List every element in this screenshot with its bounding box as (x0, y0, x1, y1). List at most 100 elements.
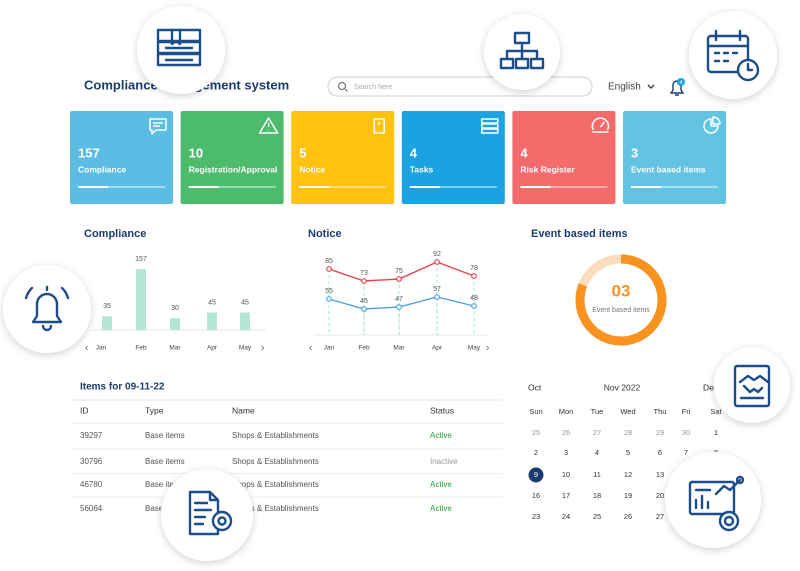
calendar-day[interactable]: 23 (532, 512, 540, 521)
language-select[interactable]: English (608, 82, 641, 93)
card-icon (481, 118, 499, 134)
x-tick-label: Mar (393, 345, 405, 352)
table-title: Items for 09-11-22 (80, 382, 165, 393)
table-header: Status (430, 405, 454, 415)
summary-card[interactable]: 4 Risk Register (512, 111, 616, 204)
bar (170, 318, 180, 330)
search-placeholder: Search here (354, 84, 392, 91)
table-cell: Active (430, 431, 452, 440)
bar (207, 312, 217, 330)
calendar-day[interactable]: 17 (562, 491, 570, 500)
weekday-label: Sun (529, 407, 542, 416)
card-background (401, 111, 505, 204)
table-cell: 56064 (80, 504, 103, 513)
calendar-day[interactable]: 26 (624, 512, 632, 521)
line-point (361, 306, 367, 312)
calendar-day[interactable]: 7 (684, 448, 688, 457)
x-tick-label: Feb (358, 345, 370, 352)
x-tick-label: Jan (96, 345, 107, 352)
card-progress-track (299, 186, 387, 188)
line-point (434, 294, 440, 300)
line-point (396, 304, 402, 310)
document-gear-icon (161, 469, 253, 561)
summary-card[interactable]: 4 Tasks (401, 111, 505, 204)
calendar-day[interactable]: 1 (714, 428, 718, 437)
table-cell: Base items (145, 480, 185, 489)
x-tick-label: May (468, 345, 481, 352)
calendar-day[interactable]: 20 (656, 491, 664, 500)
calendar-day[interactable]: 25 (532, 428, 540, 437)
search-icon-handle (344, 88, 348, 92)
card-label: Registration/Approval (189, 164, 278, 174)
card-progress-fill (409, 186, 440, 188)
calendar-day[interactable]: 26 (562, 428, 570, 437)
calendar-day[interactable]: 4 (595, 448, 599, 457)
bell-icon (3, 265, 91, 353)
calendar-day[interactable]: 24 (562, 512, 570, 521)
section-title: Event based items (531, 228, 628, 240)
point-value-label: 57 (433, 286, 441, 293)
weekday-label: Fri (682, 407, 691, 416)
chart-title: Compliance (84, 228, 146, 240)
calendar-day[interactable]: 29 (656, 428, 664, 437)
calendar-day[interactable]: 9 (534, 470, 538, 479)
calendar-day[interactable]: 11 (593, 470, 601, 479)
calendar-prev[interactable]: Oct (528, 382, 542, 392)
donut-caption: Event based items (592, 307, 650, 314)
weekday-label: Tue (591, 407, 604, 416)
calendar-day[interactable]: 16 (532, 491, 540, 500)
calendar-day[interactable]: 5 (626, 448, 630, 457)
calendar-day[interactable]: 6 (658, 448, 662, 457)
x-tick-label: Mar (169, 345, 181, 352)
analytics-icon (665, 452, 761, 548)
x-tick-label: Feb (135, 345, 147, 352)
table-header: Type (145, 405, 164, 415)
calendar-month: Nov 2022 (604, 382, 641, 392)
summary-card[interactable]: 157 Compliance (70, 111, 173, 204)
table-cell: Shops & Establishments (232, 431, 319, 440)
table-cell: Shops & Establishments (232, 504, 319, 513)
calendar-day[interactable]: 2 (534, 448, 538, 457)
card-label: Notice (299, 164, 325, 174)
summary-card[interactable]: 3 Event based items (623, 111, 726, 204)
x-tick-label: Jan (324, 345, 335, 352)
card-value: 10 (189, 145, 203, 160)
card-progress-fill (78, 186, 108, 188)
selected-day (528, 467, 544, 483)
table-cell: Base items (145, 457, 185, 466)
bar-value-label: 35 (103, 303, 111, 310)
bar-value-label: 45 (208, 299, 216, 306)
table-header: ID (80, 405, 89, 415)
calendar-next[interactable]: Dec (703, 382, 719, 392)
calendar-day[interactable]: 12 (624, 470, 632, 479)
calendar-day[interactable]: 3 (564, 448, 568, 457)
calendar-day[interactable]: 25 (593, 512, 601, 521)
summary-card[interactable]: 5 Notice (291, 111, 395, 204)
card-progress-fill (299, 186, 330, 188)
calendar-day[interactable]: 27 (656, 512, 664, 521)
calendar-day[interactable]: 30 (682, 428, 690, 437)
calendar-day[interactable]: 27 (593, 428, 601, 437)
point-value-label: 55 (325, 288, 333, 295)
floating-icons (3, 6, 790, 561)
books-icon (137, 6, 225, 94)
table-cell: Inactive (430, 457, 458, 466)
summary-card[interactable]: 10 Registration/Approval (180, 111, 284, 204)
donut-arc (575, 254, 667, 346)
calendar-day[interactable]: 10 (562, 470, 570, 479)
hierarchy-icon (484, 14, 560, 90)
point-value-label: 85 (325, 258, 333, 265)
point-value-label: 47 (395, 296, 403, 303)
card-icon (703, 116, 721, 134)
line-point (326, 266, 332, 272)
card-progress-track (631, 186, 718, 188)
calendar-day[interactable]: 19 (624, 491, 632, 500)
weekday-label: Wed (620, 407, 635, 416)
calendar-day[interactable]: 13 (656, 470, 664, 479)
calendar-icon (689, 11, 777, 99)
calendar-day[interactable]: 28 (624, 428, 632, 437)
card-label: Event based items (631, 164, 706, 174)
calendar-day[interactable]: 18 (593, 491, 601, 500)
card-value: 4 (520, 145, 528, 160)
